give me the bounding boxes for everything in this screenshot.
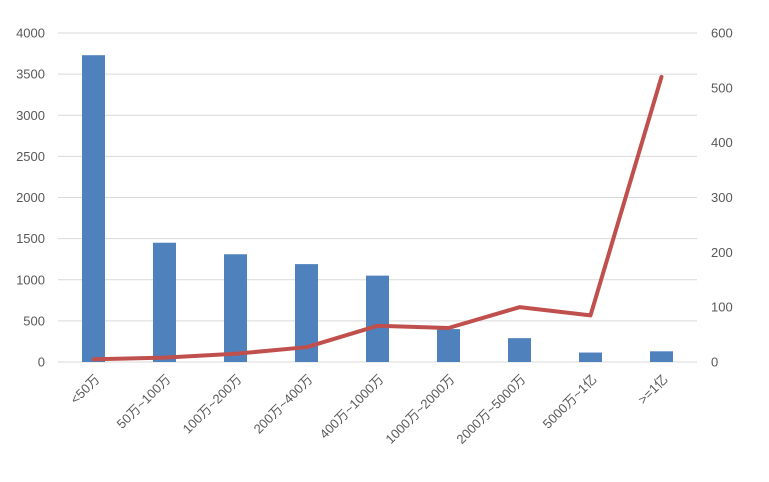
bar [366, 275, 389, 362]
right-axis-tick-label: 100 [711, 300, 733, 315]
category-label: 5000万~1亿 [540, 372, 600, 432]
left-axis-tick-label: 3000 [16, 108, 45, 123]
category-label: 100万~200万 [180, 372, 245, 437]
right-axis-tick-label: 600 [711, 26, 733, 41]
left-axis-tick-label: 3500 [16, 67, 45, 82]
right-axis-tick-label: 300 [711, 190, 733, 205]
bar [295, 264, 318, 362]
bar [82, 55, 105, 363]
category-label: 1000万~2000万 [382, 372, 457, 447]
category-label: 50万~100万 [114, 372, 174, 432]
left-axis-tick-label: 1500 [16, 231, 45, 246]
right-axis-tick-label: 500 [711, 80, 733, 95]
category-label: 2000万~5000万 [453, 372, 528, 447]
bar [650, 351, 673, 362]
left-axis-tick-label: 2500 [16, 149, 45, 164]
left-axis-tick-label: 500 [23, 313, 45, 328]
right-axis-tick-label: 200 [711, 245, 733, 260]
bar [224, 254, 247, 362]
line-series [91, 74, 664, 362]
left-axis-tick-label: 2000 [16, 190, 45, 205]
bar [508, 338, 531, 362]
category-label: 400万~1000万 [316, 372, 386, 442]
left-axis-tick-label: 0 [38, 355, 45, 370]
category-label: 200万~400万 [251, 372, 316, 437]
bar [437, 329, 460, 362]
left-axis-tick-label: 1000 [16, 272, 45, 287]
left-axis-tick-label: 4000 [16, 26, 45, 41]
bar [579, 352, 602, 362]
category-label: >=1亿 [635, 372, 671, 408]
right-axis-tick-label: 0 [711, 355, 718, 370]
bar [153, 242, 176, 362]
category-label: <50万 [67, 372, 102, 407]
right-axis-tick-label: 400 [711, 135, 733, 150]
